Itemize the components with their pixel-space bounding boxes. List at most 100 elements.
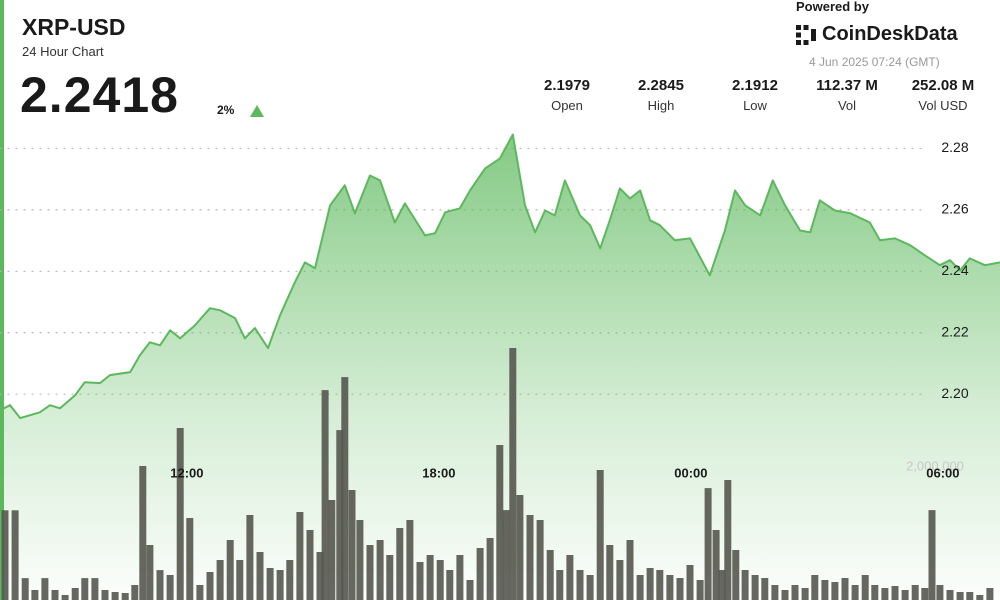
volume-bar: [486, 538, 494, 600]
up-arrow: [250, 105, 264, 117]
stat-label: Vol USD: [918, 98, 968, 113]
stat-value: 2.1912: [732, 77, 778, 94]
volume-bar: [921, 588, 929, 600]
volume-bar: [976, 595, 984, 600]
volume-bar: [704, 488, 712, 600]
volume-bar: [146, 545, 154, 600]
volume-bar: [656, 570, 664, 600]
volume-bar: [516, 495, 524, 600]
price-area: [0, 134, 1000, 600]
stat: 2.2845 High: [616, 77, 706, 113]
volume-bar: [881, 588, 889, 600]
volume-bar: [732, 550, 740, 600]
volume-bar: [456, 555, 464, 600]
volume-bar: [928, 510, 936, 600]
volume-bar: [781, 590, 789, 600]
left-accent: [0, 0, 4, 600]
price-line: [0, 133, 1000, 420]
volume-bar: [176, 428, 184, 600]
volume-bar: [586, 575, 594, 600]
volume-bar: [256, 552, 264, 600]
stat-value: 2.2845: [638, 77, 684, 94]
volume-bar: [526, 515, 534, 600]
volume-bar: [348, 490, 356, 600]
volume-bar: [811, 575, 819, 600]
volume-bar: [306, 530, 314, 600]
x-tick-label: 06:00: [926, 465, 959, 480]
volume-bar: [296, 512, 304, 600]
volume-bar: [741, 570, 749, 600]
volume-bar: [936, 585, 944, 600]
volume-bar: [386, 555, 394, 600]
volume-bar: [646, 568, 654, 600]
volume-bar: [446, 570, 454, 600]
y-tick-label: 2.24: [941, 262, 968, 278]
volume-bar: [576, 570, 584, 600]
volume-bar: [186, 518, 194, 600]
volume-bar: [81, 578, 89, 600]
stat-label: Open: [551, 98, 583, 113]
volume-bar: [131, 585, 139, 600]
powered-by: Powered by: [796, 0, 869, 14]
volume-bar: [336, 430, 344, 600]
price: 2.2418: [20, 67, 179, 123]
volume-bar: [821, 580, 829, 600]
volume-bar: [676, 578, 684, 600]
volume-bar: [139, 466, 147, 600]
volume-bar: [206, 572, 214, 600]
stat-label: High: [647, 98, 675, 113]
volume-bar: [51, 590, 59, 600]
volume-bar: [861, 575, 869, 600]
volume-bar: [396, 528, 404, 600]
volume-bar: [41, 578, 49, 600]
volume-bar: [636, 575, 644, 600]
volume-bar: [946, 590, 954, 600]
volume-bar: [436, 560, 444, 600]
volume-bar: [791, 585, 799, 600]
volume-bar: [771, 585, 779, 600]
volume-bar: [321, 390, 329, 600]
x-tick-label: 12:00: [170, 465, 203, 480]
stat-value: 252.08 M: [911, 77, 975, 94]
volume-bar: [426, 555, 434, 600]
volume-bar: [841, 578, 849, 600]
subtitle: 24 Hour Chart: [22, 44, 104, 59]
volume-bar: [616, 560, 624, 600]
brand-logo: [796, 25, 816, 45]
volume-bar: [121, 593, 129, 600]
volume-bar: [286, 560, 294, 600]
volume-bar: [509, 348, 517, 600]
volume-bar: [61, 595, 69, 600]
volume-bar: [536, 520, 544, 600]
symbol: XRP-USD: [22, 14, 126, 40]
volume-bar: [476, 548, 484, 600]
timestamp: 4 Jun 2025 07:24 (GMT): [809, 55, 940, 69]
volume-bar: [111, 592, 119, 600]
volume-bar: [71, 588, 79, 600]
volume-bar: [626, 540, 634, 600]
y-tick-label: 2.26: [941, 201, 968, 217]
volume-bar: [91, 578, 99, 600]
volume-bar: [196, 585, 204, 600]
y2-tick-label: 2,000,000: [906, 458, 964, 473]
volume-bar: [31, 590, 39, 600]
volume-bar: [546, 550, 554, 600]
stat: 2.1912 Low: [710, 77, 800, 113]
volume-bar: [596, 470, 604, 600]
x-tick-label: 00:00: [674, 465, 707, 480]
stat: 112.37 M Vol: [802, 77, 892, 113]
volume-bar: [761, 578, 769, 600]
volume-bar: [216, 560, 224, 600]
volume-bar: [496, 445, 504, 600]
brand: CoinDeskData: [822, 23, 958, 45]
stat: 252.08 M Vol USD: [898, 77, 988, 113]
volume-bar: [376, 540, 384, 600]
volume-bar: [724, 480, 732, 600]
volume-bar: [266, 568, 274, 600]
volume-bar: [956, 592, 964, 600]
x-tick-label: 18:00: [422, 465, 455, 480]
y-tick-label: 2.28: [941, 139, 968, 155]
volume-bar: [236, 560, 244, 600]
